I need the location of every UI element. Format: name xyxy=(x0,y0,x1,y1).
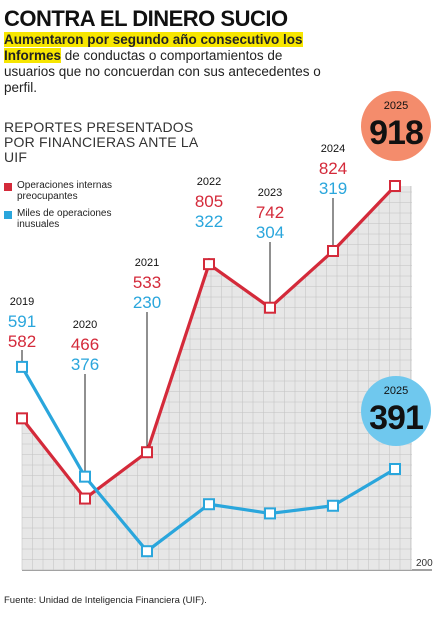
legend-label-blue: Miles de operaciones inusuales xyxy=(17,208,112,230)
data-label-blue: 322 xyxy=(195,212,223,231)
callout-year: 2025 xyxy=(384,385,408,397)
legend-item-red: Operaciones internas preocupantes xyxy=(4,180,144,202)
legend-item-blue: Miles de operaciones inusuales xyxy=(4,208,144,230)
subhead-rest: de conductas o comportamientos de usuari… xyxy=(4,48,321,95)
callouts: 2025 918 2025 391 xyxy=(361,91,431,446)
chart-title: REPORTES PRESENTADOS POR FINANCIERAS ANT… xyxy=(4,119,198,165)
year-label: 2020 xyxy=(73,319,97,331)
point-red xyxy=(264,301,276,314)
callout-value: 918 xyxy=(369,114,423,152)
legend-swatch-red xyxy=(4,183,12,191)
point-red xyxy=(16,412,28,425)
series-markers xyxy=(16,180,401,558)
data-label-blue: 376 xyxy=(71,355,99,374)
point-red xyxy=(203,258,215,271)
callout-circle xyxy=(361,376,431,446)
data-label-red: 582 xyxy=(8,332,36,351)
data-label-red: 824 xyxy=(319,159,347,178)
area-mask-above-red xyxy=(20,50,412,499)
year-label: 2021 xyxy=(135,257,159,269)
year-label: 2024 xyxy=(321,143,345,155)
point-red xyxy=(389,180,401,192)
data-label-red: 805 xyxy=(195,192,223,211)
source-note: Fuente: Unidad de Inteligencia Financier… xyxy=(4,595,207,606)
point-blue xyxy=(141,545,153,558)
callout-circle xyxy=(361,91,431,161)
subhead: Aumentaron por segundo año consecutivo l… xyxy=(4,32,334,96)
point-blue xyxy=(327,499,339,512)
legend-swatch-blue xyxy=(4,211,12,219)
point-red xyxy=(327,245,339,258)
point-red xyxy=(79,492,91,505)
y-tick-label: 200 xyxy=(416,558,433,569)
legend: Operaciones internas preocupantes Miles … xyxy=(4,180,144,236)
callout-year: 2025 xyxy=(384,100,408,112)
data-label-red: 533 xyxy=(133,273,161,292)
data-label-red: 466 xyxy=(71,335,99,354)
point-blue xyxy=(203,498,215,511)
year-label: 2023 xyxy=(258,187,282,199)
point-blue xyxy=(79,470,91,483)
point-blue xyxy=(389,463,401,475)
headline: CONTRA EL DINERO SUCIO xyxy=(4,6,288,31)
point-blue xyxy=(16,360,28,373)
data-label-blue: 319 xyxy=(319,179,347,198)
label-leaders xyxy=(21,198,334,472)
legend-label-red: Operaciones internas preocupantes xyxy=(17,180,113,202)
year-label: 2019 xyxy=(10,296,34,308)
data-label-blue: 304 xyxy=(256,223,284,242)
year-label: 2022 xyxy=(197,176,221,188)
point-red xyxy=(141,446,153,459)
data-label-red: 742 xyxy=(256,203,284,222)
data-label-blue: 230 xyxy=(133,293,161,312)
data-label-blue: 591 xyxy=(8,312,36,331)
point-blue xyxy=(264,507,276,520)
callout-value: 391 xyxy=(369,399,423,437)
